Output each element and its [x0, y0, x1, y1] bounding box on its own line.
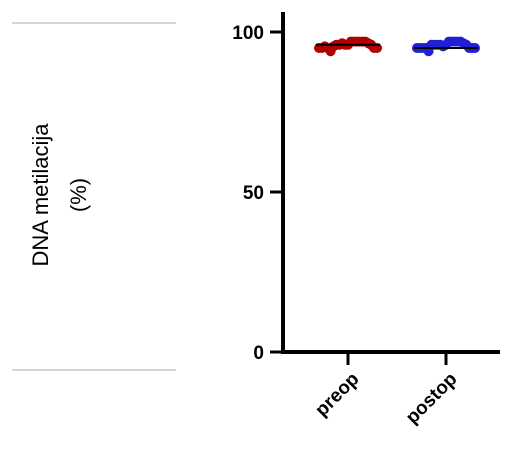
- y-axis-label: DNA metilacija (%): [28, 123, 91, 267]
- data-points-layer: [314, 36, 480, 57]
- x-category-label-postop: postop: [402, 369, 462, 429]
- x-category-label-preop: preop: [311, 369, 363, 421]
- y-tick-label-50: 50: [243, 183, 264, 204]
- y-axis-label-line-1: DNA metilacija: [28, 123, 53, 267]
- y-axis-label-line-2: (%): [66, 178, 91, 212]
- y-tick-label-100: 100: [232, 23, 264, 44]
- y-tick-label-0: 0: [253, 343, 264, 364]
